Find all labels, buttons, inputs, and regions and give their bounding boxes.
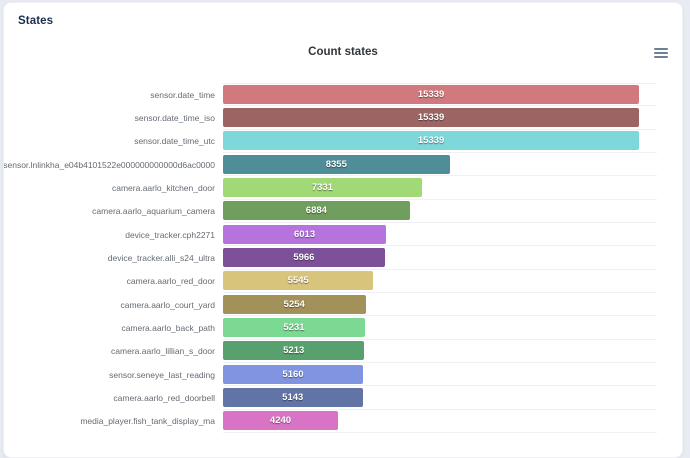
bar: 7331: [223, 178, 422, 198]
category-label: device_tracker.cph2271: [125, 229, 215, 240]
bar: 15339: [223, 108, 640, 128]
hamburger-menu-icon[interactable]: [654, 47, 668, 59]
plot-cell: 5254: [223, 293, 657, 317]
category-label: device_tracker.alli_s24_ultra: [107, 253, 215, 264]
plot-cell: 5966: [223, 246, 657, 270]
bar-value-label: 15339: [417, 112, 445, 124]
bar-value-label: 5213: [283, 345, 305, 357]
bar: 5545: [223, 271, 374, 291]
bar: 15339: [223, 85, 640, 105]
menu-bar: [654, 52, 668, 54]
chart-row: camera.aarlo_kitchen_door 7331: [4, 176, 682, 200]
plot-cell: 8355: [223, 153, 657, 177]
menu-bar: [654, 56, 668, 58]
chart-row: sensor.date_time_iso 15339: [4, 106, 682, 130]
plot-cell: 5213: [223, 340, 657, 364]
category-label: sensor.lnlinkha_e04b4101522e000000000000…: [4, 159, 215, 170]
chart-row: camera.aarlo_red_doorbell 5143: [4, 386, 682, 410]
bar-value-label: 5966: [293, 252, 315, 264]
bar-value-label: 5160: [282, 368, 304, 380]
chart-row: sensor.lnlinkha_e04b4101522e000000000000…: [4, 153, 682, 177]
plot-cell: 15339: [223, 106, 657, 130]
category-label: sensor.date_time_utc: [134, 136, 215, 147]
menu-bar: [654, 48, 668, 50]
category-label: camera.aarlo_red_doorbell: [113, 393, 215, 404]
chart-row: sensor.date_time_utc 15339: [4, 130, 682, 154]
plot-cell: 5231: [223, 316, 657, 340]
chart-row: camera.aarlo_red_door 5545: [4, 270, 682, 294]
bar-value-label: 5545: [287, 275, 309, 287]
category-label: camera.aarlo_kitchen_door: [111, 183, 215, 194]
category-label: camera.aarlo_red_door: [126, 276, 215, 287]
bar: 5160: [223, 364, 363, 384]
plot-cell: 6013: [223, 223, 657, 247]
bar: 15339: [223, 131, 640, 151]
category-label: media_player.fish_tank_display_ma: [80, 416, 215, 427]
category-label: sensor.date_time_iso: [134, 113, 215, 124]
bar: 5966: [223, 248, 385, 268]
page-title: States: [18, 15, 54, 27]
category-label: camera.aarlo_back_path: [121, 323, 215, 334]
bar-value-label: 7331: [311, 182, 333, 194]
bar-value-label: 5254: [283, 298, 305, 310]
bar: 5254: [223, 294, 366, 314]
bar: 5213: [223, 341, 365, 361]
category-label: camera.aarlo_aquarium_camera: [92, 206, 215, 217]
bar-value-label: 6013: [293, 228, 316, 240]
chart-row: camera.aarlo_aquarium_camera 6884: [4, 200, 682, 224]
chart-row: device_tracker.alli_s24_ultra 5966: [4, 246, 682, 270]
plot-cell: 6884: [223, 200, 657, 224]
chart-row: device_tracker.cph2271 6013: [4, 223, 682, 247]
chart-row: camera.aarlo_back_path 5231: [4, 316, 682, 340]
bar-value-label: 5231: [283, 322, 305, 334]
plot-cell: 5545: [223, 270, 657, 294]
chart-row: camera.aarlo_lillian_s_door 5213: [4, 340, 682, 364]
category-label: camera.aarlo_court_yard: [120, 299, 216, 310]
plot-cell: 15339: [223, 83, 657, 107]
category-label: camera.aarlo_lillian_s_door: [111, 346, 215, 357]
bar: 6013: [223, 224, 387, 244]
bar: 8355: [223, 154, 450, 174]
bar: 5143: [223, 388, 363, 408]
chart-row: media_player.fish_tank_display_ma 4240: [4, 410, 682, 434]
card-header: States: [4, 3, 682, 27]
plot-cell: 5160: [223, 363, 657, 387]
bar-value-label: 5143: [282, 392, 304, 404]
states-card: States Count states sensor.date_time 1533…: [3, 2, 683, 458]
count-states-chart: Count states sensor.date_time 15339 sensor…: [4, 46, 682, 434]
bar-value-label: 6884: [305, 205, 327, 217]
bar: 4240: [223, 411, 338, 431]
bar-rows: sensor.date_time 15339 sensor.date_time_is…: [4, 83, 682, 434]
bar: 6884: [223, 201, 410, 221]
bar-value-label: 8355: [325, 158, 347, 170]
plot-cell: 4240: [223, 410, 657, 434]
plot-cell: 5143: [223, 386, 657, 410]
chart-title: Count states: [308, 46, 378, 58]
chart-row: sensor.seneye_last_reading 5160: [4, 363, 682, 387]
plot-cell: 7331: [223, 176, 657, 200]
category-label: sensor.seneye_last_reading: [109, 369, 215, 380]
category-label: sensor.date_time: [150, 89, 215, 100]
chart-row: camera.aarlo_court_yard 5254: [4, 293, 682, 317]
bar-value-label: 4240: [269, 415, 292, 427]
plot-cell: 15339: [223, 130, 657, 154]
bar-value-label: 15339: [417, 89, 445, 101]
chart-row: sensor.date_time 15339: [4, 83, 682, 107]
bar-value-label: 15339: [417, 135, 445, 147]
bar: 5231: [223, 318, 365, 338]
